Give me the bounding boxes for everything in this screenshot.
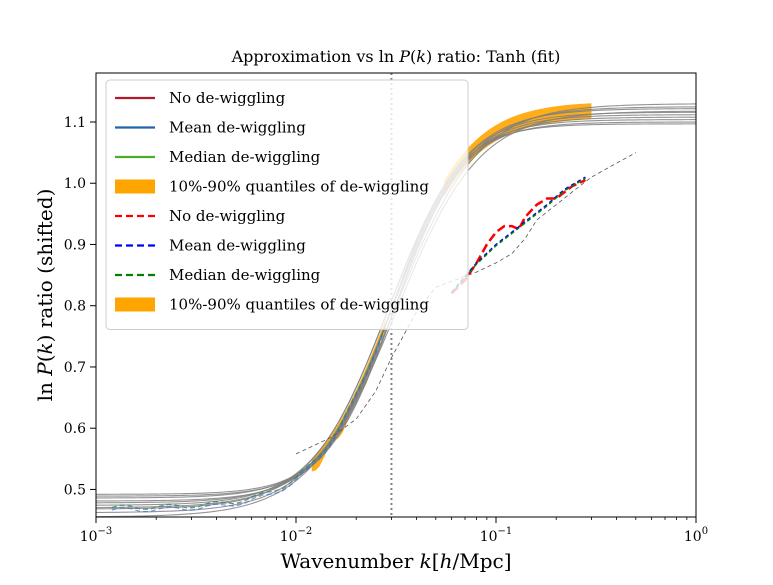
x-tick-label-3: 100: [684, 526, 708, 545]
x-axis-label: Wavenumber k[h/Mpc]: [280, 549, 511, 573]
y-tick-label-6: 1.1: [64, 115, 86, 131]
y-tick-label-4: 0.9: [64, 237, 86, 253]
legend-label-0: No de-wiggling: [169, 89, 286, 107]
y-tick-label-5: 1.0: [64, 176, 86, 192]
chart-title: Approximation vs ln P(k) ratio: Tanh (fi…: [231, 47, 561, 66]
y-tick-label-0: 0.5: [64, 482, 86, 498]
legend-label-5: Mean de-wiggling: [169, 237, 306, 255]
dewiggle-lowk-green: [111, 324, 387, 510]
legend-swatch-3: [115, 179, 155, 194]
dewiggle-lowk-blue: [111, 326, 386, 513]
legend-label-3: 10%-90% quantiles of de-wiggling: [169, 178, 429, 196]
y-tick-label-3: 0.8: [64, 299, 86, 315]
x-tick-label-0: 10−3: [80, 526, 113, 545]
legend-label-1: Mean de-wiggling: [169, 119, 306, 137]
series-line-3: [295, 152, 636, 455]
series-line-1: [451, 176, 586, 293]
legend-label-6: Median de-wiggling: [169, 266, 321, 284]
legend-box: [105, 79, 469, 330]
x-axis: 10−3 10−2 10−1 100: [80, 517, 708, 545]
plot-frame: [95, 72, 697, 518]
x-tick-label-1: 10−2: [280, 526, 313, 545]
legend: No de-wiggling Mean de-wiggling Median de-…: [105, 79, 469, 330]
series-line-2: [451, 177, 586, 294]
legend-label-4: No de-wiggling: [169, 207, 286, 225]
legend-swatch-7: [115, 297, 155, 312]
y-axis-label: ln P(k) ratio (shifted): [33, 189, 57, 402]
y-tick-label-1: 0.6: [64, 421, 86, 437]
series-layer: [111, 152, 636, 513]
x-tick-label-2: 10−1: [480, 526, 513, 545]
legend-label-7: 10%-90% quantiles of de-wiggling: [169, 296, 429, 314]
y-tick-label-2: 0.7: [64, 360, 86, 376]
y-axis: 0.5 0.6 0.7 0.8 0.9 1.0 1.1: [64, 115, 96, 498]
legend-label-2: Median de-wiggling: [169, 148, 321, 166]
